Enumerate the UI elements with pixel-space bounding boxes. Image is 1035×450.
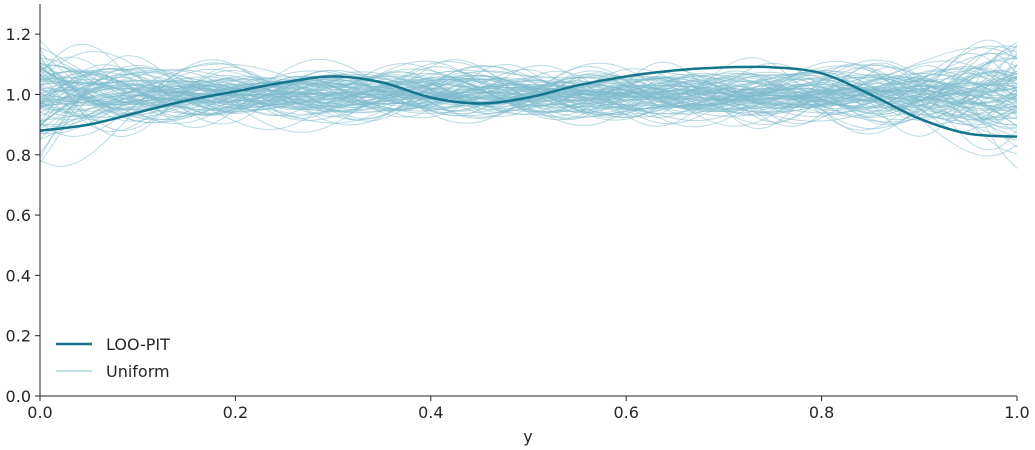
uniform-line: [39, 45, 1018, 133]
uniform-line: [39, 73, 1018, 115]
uniform-line: [39, 70, 1018, 118]
uniform-line: [39, 62, 1018, 111]
uniform-line: [39, 76, 1018, 113]
uniform-line: [39, 47, 1018, 127]
y-tick-label: 0.8: [6, 146, 31, 165]
y-tick-label: 0.2: [6, 327, 31, 346]
y-tick-label: 0.0: [6, 387, 31, 406]
x-tick-label: 0.8: [809, 403, 834, 422]
x-axis-label: y: [523, 427, 532, 446]
uniform-line: [39, 39, 1018, 154]
uniform-line: [39, 78, 1018, 113]
uniform-line: [39, 55, 1018, 163]
x-tick-label: 0.4: [418, 403, 443, 422]
legend-label-uniform: Uniform: [106, 362, 170, 381]
y-ticks: 0.0 0.2 0.4 0.6 0.8 1.0 1.2: [6, 25, 40, 406]
y-tick-label: 0.6: [6, 206, 31, 225]
y-tick-label: 1.2: [6, 25, 31, 44]
uniform-line: [39, 53, 1018, 122]
uniform-line: [39, 52, 1018, 121]
x-ticks: 0.0 0.2 0.4 0.6 0.8 1.0: [27, 396, 1030, 422]
uniform-reference-lines: [39, 39, 1018, 169]
uniform-line: [39, 71, 1018, 127]
legend-label-loo-pit: LOO-PIT: [106, 335, 170, 354]
y-tick-label: 1.0: [6, 85, 31, 104]
x-tick-label: 1.0: [1004, 403, 1029, 422]
x-tick-label: 0.0: [27, 403, 52, 422]
x-tick-label: 0.2: [223, 403, 248, 422]
loo-pit-line: [39, 65, 1018, 138]
uniform-line: [39, 43, 1018, 128]
legend: LOO-PIT Uniform: [56, 335, 170, 381]
uniform-line: [39, 64, 1018, 119]
y-tick-label: 0.4: [6, 266, 31, 285]
uniform-line: [39, 63, 1018, 125]
x-tick-label: 0.6: [613, 403, 638, 422]
